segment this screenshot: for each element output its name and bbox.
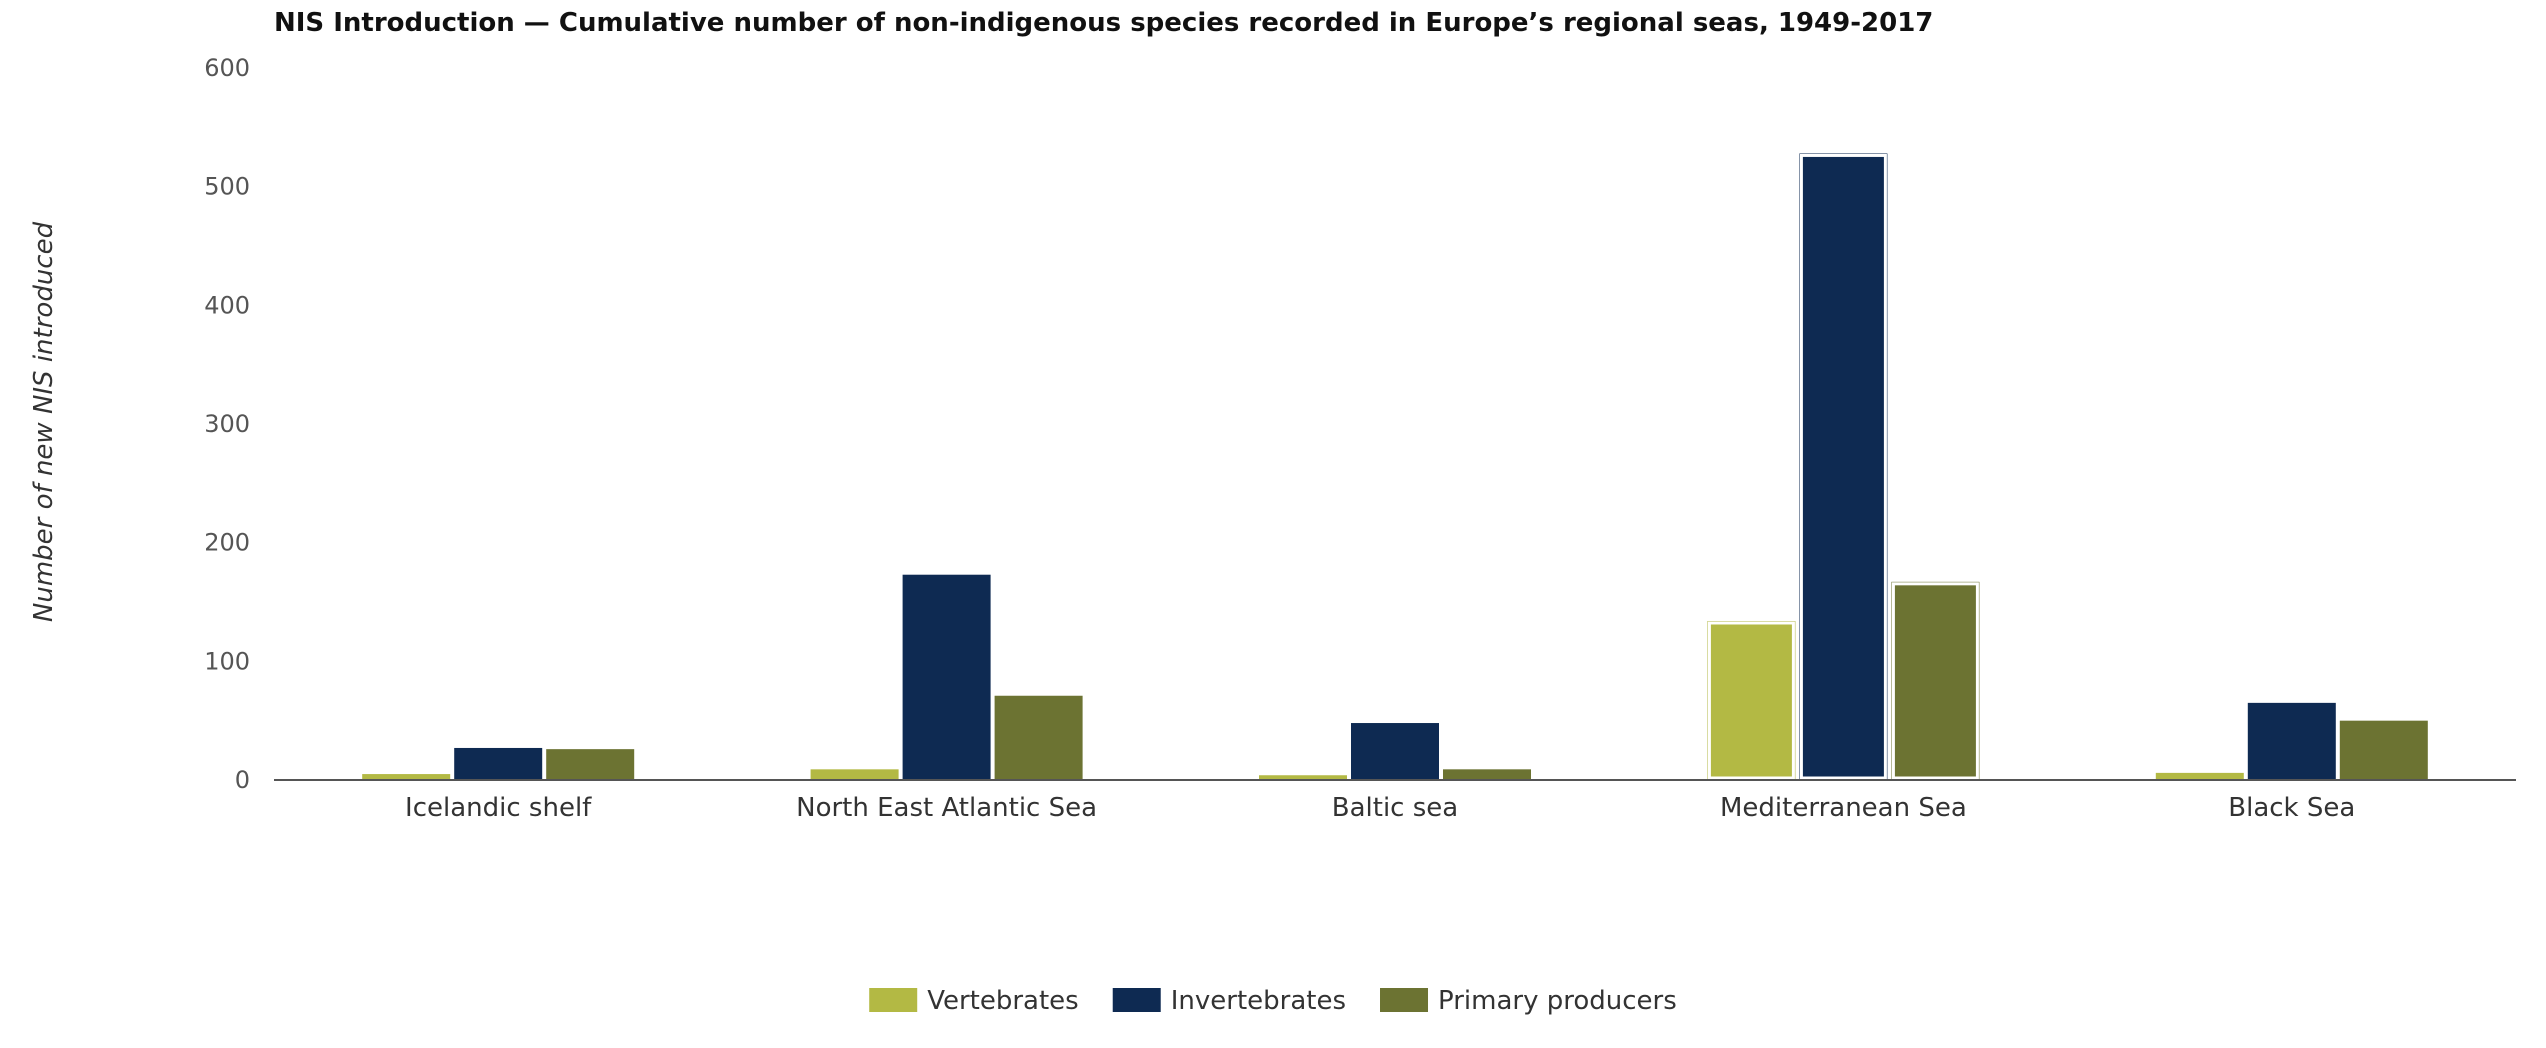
bar[interactable]: [994, 695, 1083, 780]
bar[interactable]: [1799, 153, 1888, 780]
bar[interactable]: [2247, 702, 2336, 780]
bar-highlight-outline: [1891, 582, 1979, 780]
bar[interactable]: [810, 769, 899, 780]
bars: [362, 153, 2428, 780]
category-labels: Icelandic shelf North East Atlantic Sea Ba…: [405, 793, 2355, 823]
y-tick-label: 100: [204, 647, 250, 675]
y-tick-label: 500: [204, 173, 250, 201]
bar[interactable]: [454, 747, 543, 780]
bar[interactable]: [2339, 720, 2428, 780]
bar-highlight-outline: [1707, 621, 1795, 780]
y-axis-label: Number of new NIS introduced: [29, 221, 59, 622]
category-label: Baltic sea: [1332, 793, 1458, 823]
bar[interactable]: [546, 749, 635, 780]
y-axis-ticks: 0 100 200 300 400 500 600: [204, 54, 250, 794]
y-tick-label: 0: [235, 766, 250, 794]
bar[interactable]: [1443, 769, 1531, 780]
legend-label[interactable]: Vertebrates: [927, 986, 1079, 1016]
legend-label[interactable]: Invertebrates: [1171, 986, 1346, 1016]
chart-title: NIS Introduction — Cumulative number of …: [274, 8, 1933, 38]
y-tick-label: 200: [204, 529, 250, 557]
bar[interactable]: [902, 574, 991, 780]
bar-highlight-outline: [1799, 153, 1887, 780]
category-label: North East Atlantic Sea: [796, 793, 1097, 823]
y-tick-label: 600: [204, 54, 250, 82]
bar[interactable]: [1259, 775, 1347, 780]
bar[interactable]: [1707, 620, 1796, 780]
legend-swatch: [1112, 988, 1161, 1012]
category-label: Mediterranean Sea: [1720, 793, 1967, 823]
y-tick-label: 300: [204, 410, 250, 438]
legend-swatch: [869, 988, 918, 1012]
legend: Vertebrates Invertebrates Primary producer…: [869, 986, 1677, 1016]
bar[interactable]: [1891, 581, 1980, 780]
legend-label[interactable]: Primary producers: [1438, 986, 1677, 1016]
category-label: Icelandic shelf: [405, 793, 592, 823]
bar[interactable]: [362, 774, 451, 780]
y-tick-label: 400: [204, 291, 250, 319]
bar[interactable]: [1351, 723, 1439, 780]
bar[interactable]: [2155, 772, 2244, 780]
legend-swatch: [1380, 988, 1429, 1012]
category-label: Black Sea: [2228, 793, 2355, 823]
